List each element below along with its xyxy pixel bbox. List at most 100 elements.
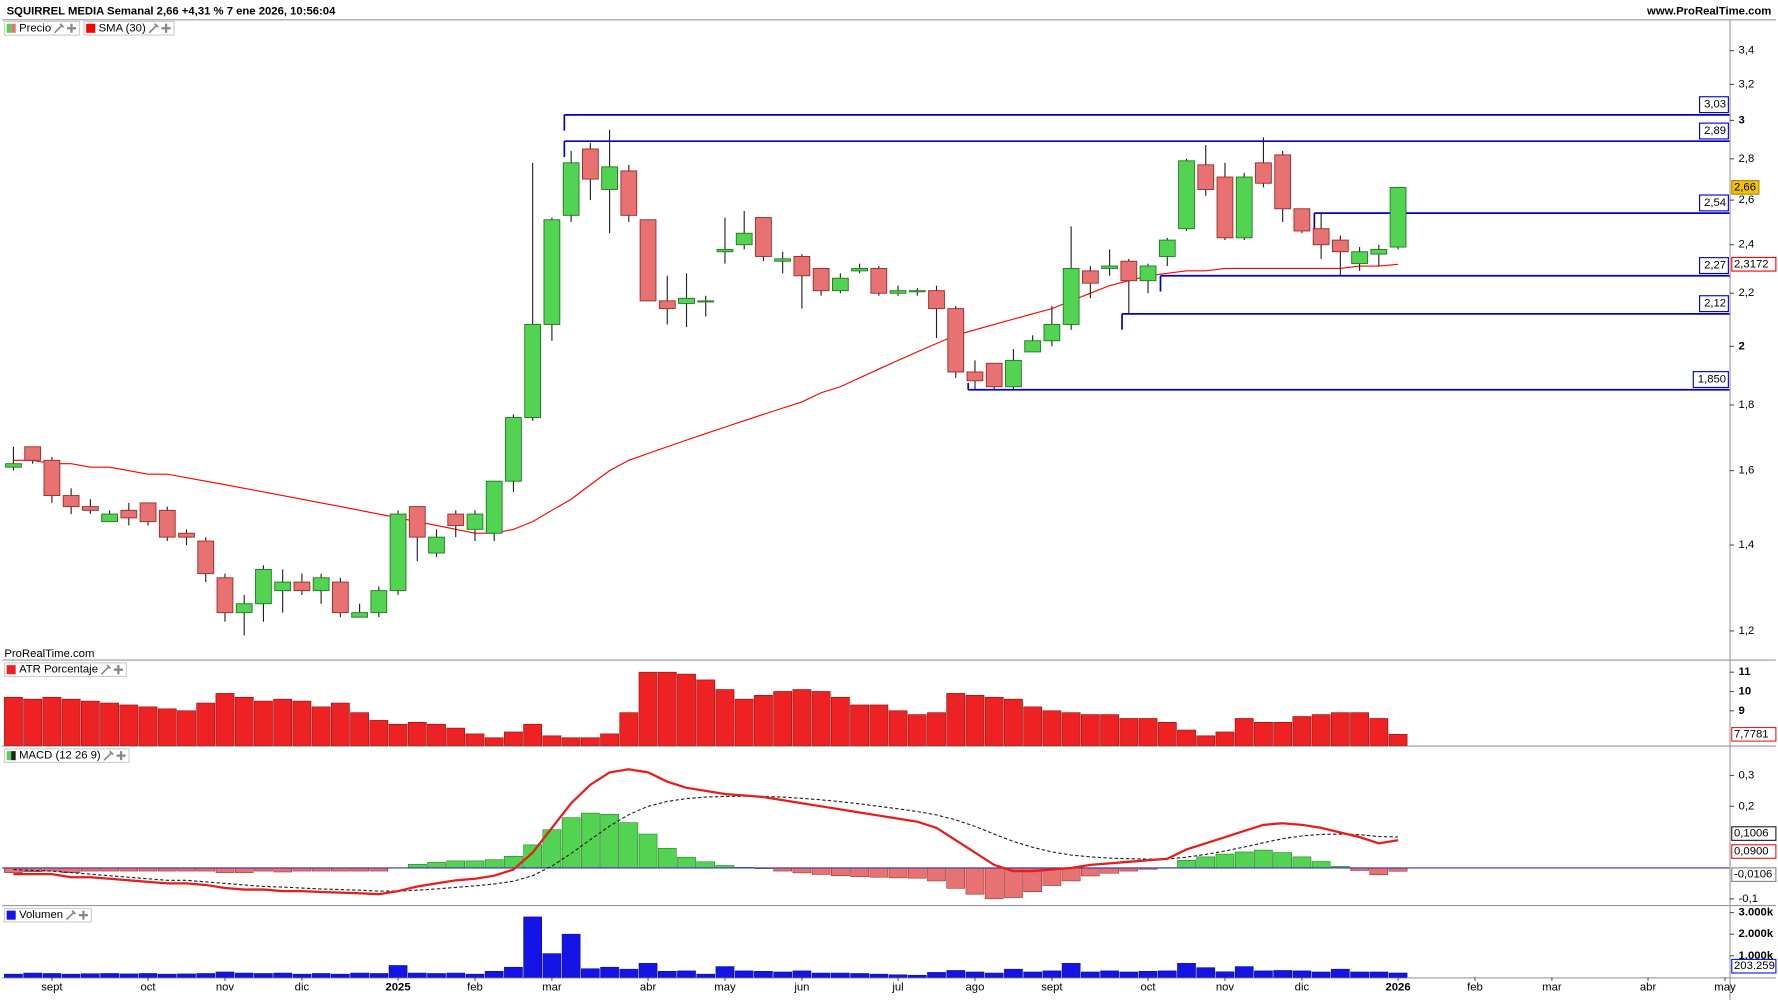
atr-bar: [600, 733, 619, 746]
candle-body: [1120, 260, 1138, 282]
atr-bar: [1196, 735, 1216, 746]
atr-bar: [1157, 721, 1177, 746]
volume-bar: [1081, 971, 1100, 978]
atr-bar: [830, 696, 850, 746]
atr-bar: [388, 723, 408, 746]
atr-bar: [177, 710, 196, 746]
volume-bar: [1004, 968, 1023, 978]
histogram-bar: [1234, 851, 1254, 869]
histogram-bar: [984, 867, 1004, 900]
legend-label: Volumen: [19, 909, 63, 921]
atr-bar: [61, 698, 81, 746]
volume-bar: [734, 970, 754, 978]
candle-body: [505, 417, 522, 482]
candle-body: [1293, 208, 1311, 232]
candle-body: [1351, 251, 1368, 265]
histogram-bar: [1004, 867, 1023, 898]
candle-body: [562, 162, 580, 216]
atr-bar: [888, 710, 908, 746]
candle-body: [1158, 239, 1176, 257]
x-tick-label: mar: [542, 982, 562, 994]
volume-bar: [1388, 972, 1408, 978]
x-tick-label: may: [1714, 982, 1736, 994]
candle-body: [408, 506, 426, 538]
y-tick-label: 0,3: [1739, 769, 1755, 781]
atr-bar: [42, 696, 62, 746]
volume-bar: [542, 953, 562, 978]
histogram-bar: [1369, 867, 1389, 876]
y-tick-label: 0,2: [1739, 800, 1755, 812]
volume-bar: [581, 968, 600, 978]
candle-body: [485, 480, 503, 534]
sma-line: [13, 263, 1399, 534]
level-label-box: [1699, 257, 1729, 275]
histogram-bar: [677, 856, 696, 869]
candle-body: [158, 509, 176, 538]
volume-bar: [350, 972, 369, 978]
atr-bar: [1311, 714, 1331, 746]
volume-bar: [1273, 970, 1292, 978]
volume-bar: [523, 916, 542, 978]
histogram-bar: [1292, 856, 1312, 869]
atr-bar: [907, 714, 927, 746]
histogram-bar: [234, 867, 254, 873]
volume-bar: [254, 973, 273, 978]
last-value-box: [1731, 844, 1777, 859]
y-tick-label: 1,4: [1739, 539, 1755, 551]
volume-bar: [754, 971, 773, 978]
candle-body: [466, 513, 484, 530]
last-value-label: 0,1006: [1734, 828, 1769, 840]
candle-body: [370, 590, 388, 614]
volume-bar: [42, 973, 62, 978]
histogram-bar: [946, 867, 966, 889]
y-tick-label: 2,2: [1739, 287, 1755, 299]
last-value-label: 2,66: [1734, 181, 1756, 193]
volume-bar: [504, 966, 523, 978]
level-label: 2,89: [1704, 125, 1726, 137]
volume-bar: [196, 973, 216, 978]
candle-body: [1389, 186, 1407, 248]
volume-bar: [446, 972, 466, 978]
candle-body: [428, 536, 445, 554]
y-tick-label: 2: [1739, 340, 1745, 352]
atr-bar: [1215, 731, 1235, 746]
atr-bar: [580, 737, 600, 746]
volume-bar: [984, 972, 1004, 978]
atr-bar: [792, 689, 812, 746]
x-tick-label: dic: [295, 982, 310, 994]
atr-bar: [1234, 718, 1254, 746]
histogram-bar: [927, 867, 946, 882]
atr-bar: [1177, 729, 1196, 746]
volume-bar: [657, 971, 677, 978]
last-value-label: 203.259: [1734, 960, 1775, 972]
volume-bar: [619, 968, 639, 978]
atr-bar: [369, 720, 389, 746]
level-label: 1,850: [1698, 374, 1726, 386]
legend-box: [3, 20, 80, 36]
candle-body: [43, 459, 61, 497]
candle-body: [716, 248, 734, 253]
volume-bar: [119, 973, 139, 978]
atr-bar: [1119, 718, 1139, 746]
candle-body: [1255, 162, 1272, 184]
volume-bar: [465, 973, 485, 978]
candle-body: [755, 217, 772, 257]
volume-bar: [311, 973, 331, 978]
candle-body: [985, 362, 1003, 388]
atr-bar: [1100, 714, 1119, 746]
atr-bar: [23, 698, 43, 746]
volume-bar: [157, 973, 177, 978]
atr-bar: [734, 698, 754, 746]
candle-body: [1178, 160, 1195, 230]
atr-bar: [1350, 712, 1369, 746]
atr-bar: [1330, 712, 1350, 746]
atr-bar: [869, 704, 889, 746]
level-label: 3,03: [1704, 99, 1726, 111]
histogram-bar: [1215, 853, 1235, 869]
candle-body: [1235, 176, 1253, 239]
volume-bar: [484, 971, 504, 978]
candle-body: [312, 577, 330, 592]
y-tick-label: 1,6: [1739, 465, 1755, 477]
volume-bar: [888, 974, 908, 978]
histogram-bar: [484, 859, 504, 869]
